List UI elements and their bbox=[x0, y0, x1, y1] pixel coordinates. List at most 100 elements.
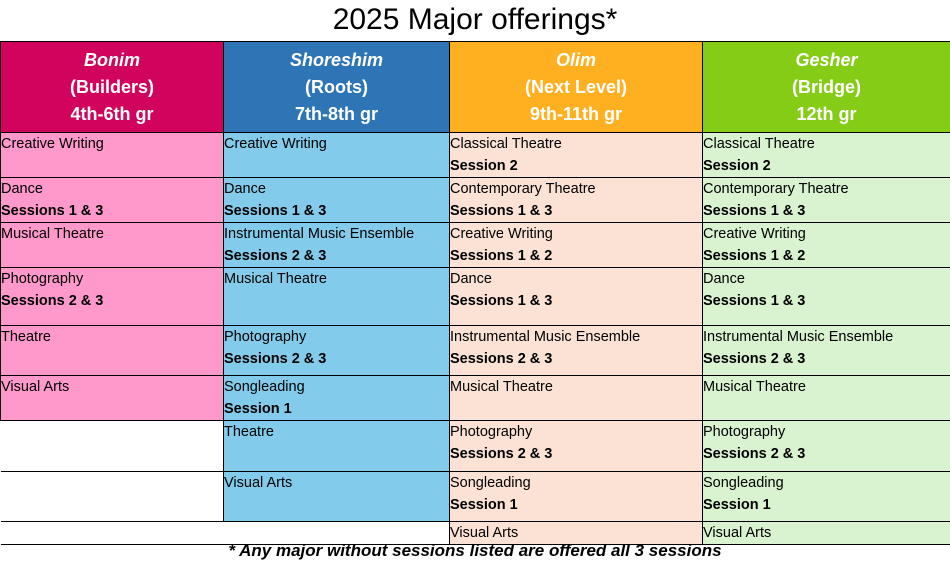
major-name: Songleading bbox=[703, 475, 784, 491]
offering-cell-olim: Instrumental Music Ensemble Sessions 2 & … bbox=[449, 325, 703, 376]
major-name: Musical Theatre bbox=[703, 379, 806, 395]
offering-cell-shoreshim: Photography Sessions 2 & 3 bbox=[223, 325, 450, 376]
column-header-subtitle: (Roots) bbox=[305, 76, 368, 97]
major-sessions: Session 2 bbox=[703, 158, 771, 174]
table-row: Photography Sessions 2 & 3 Musical Theatre… bbox=[0, 267, 950, 326]
column-header-name: Olim bbox=[555, 49, 596, 70]
offering-cell-olim: Contemporary Theatre Sessions 1 & 3 bbox=[449, 177, 703, 223]
major-name: Creative Writing bbox=[450, 226, 553, 242]
major-sessions: Sessions 1 & 2 bbox=[703, 248, 806, 264]
table-row: Visual Arts Songleading Session 1 Musical T… bbox=[0, 375, 950, 421]
offering-cell-olim: Creative Writing Sessions 1 & 2 bbox=[449, 222, 703, 268]
major-name: Classical Theatre bbox=[703, 136, 815, 152]
offering-cell-gesher: Musical Theatre bbox=[702, 375, 950, 421]
major-name: Visual Arts bbox=[703, 525, 772, 541]
major-name: Dance bbox=[224, 181, 266, 197]
offering-cell-bonim: Visual Arts bbox=[0, 375, 224, 421]
column-header-bonim: Bonim (Builders) 4th-6th gr bbox=[0, 41, 224, 133]
major-sessions: Sessions 2 & 3 bbox=[450, 351, 553, 367]
major-sessions: Session 1 bbox=[703, 497, 771, 513]
footnote: * Any major without sessions listed are … bbox=[228, 541, 722, 560]
major-name: Dance bbox=[1, 181, 43, 197]
column-header-subtitle: (Bridge) bbox=[792, 76, 861, 97]
major-sessions: Sessions 1 & 3 bbox=[224, 203, 327, 219]
column-header-subtitle: (Builders) bbox=[69, 76, 154, 97]
major-name: Visual Arts bbox=[450, 525, 519, 541]
offering-cell-shoreshim: Instrumental Music Ensemble Sessions 2 & … bbox=[223, 222, 450, 268]
major-sessions: Sessions 2 & 3 bbox=[450, 446, 553, 462]
major-name: Visual Arts bbox=[224, 475, 293, 491]
major-name: Classical Theatre bbox=[450, 136, 562, 152]
offering-cell-bonim: Dance Sessions 1 & 3 bbox=[0, 177, 224, 223]
offering-cell-olim: Photography Sessions 2 & 3 bbox=[449, 420, 703, 472]
column-header-name: Shoreshim bbox=[289, 49, 384, 70]
major-name: Songleading bbox=[224, 379, 305, 395]
major-sessions: Sessions 1 & 3 bbox=[1, 203, 104, 219]
column-header-name: Bonim bbox=[84, 49, 140, 70]
major-sessions: Sessions 1 & 2 bbox=[450, 248, 553, 264]
major-sessions: Session 1 bbox=[224, 401, 292, 417]
empty-cell bbox=[0, 420, 224, 472]
table-row: Visual Arts Songleading Session 1 Songleadi… bbox=[0, 471, 950, 522]
column-header-gesher: Gesher (Bridge) 12th gr bbox=[702, 41, 950, 133]
offering-cell-shoreshim: Visual Arts bbox=[223, 471, 450, 522]
major-name: Photography bbox=[450, 424, 533, 440]
major-sessions: Sessions 1 & 3 bbox=[703, 293, 806, 309]
major-name: Theatre bbox=[224, 424, 274, 440]
offering-cell-shoreshim: Theatre bbox=[223, 420, 450, 472]
page-title: 2025 Major offerings* bbox=[332, 3, 618, 36]
offering-cell-shoreshim: Musical Theatre bbox=[223, 267, 450, 326]
offering-cell-olim: Visual Arts bbox=[449, 521, 703, 545]
major-sessions: Sessions 1 & 3 bbox=[703, 203, 806, 219]
column-header-grades: 7th-8th gr bbox=[295, 103, 378, 124]
major-name: Musical Theatre bbox=[1, 226, 104, 242]
offering-cell-bonim: Photography Sessions 2 & 3 bbox=[0, 267, 224, 326]
offering-cell-shoreshim: Creative Writing bbox=[223, 132, 450, 178]
offering-cell-shoreshim: Songleading Session 1 bbox=[223, 375, 450, 421]
offering-cell-bonim: Musical Theatre bbox=[0, 222, 224, 268]
offering-cell-gesher: Dance Sessions 1 & 3 bbox=[702, 267, 950, 326]
major-name: Contemporary Theatre bbox=[450, 181, 596, 197]
major-name: Photography bbox=[224, 329, 307, 345]
major-sessions: Sessions 2 & 3 bbox=[224, 351, 327, 367]
table-row: Visual Arts Visual Arts bbox=[0, 521, 950, 545]
offering-cell-olim: Songleading Session 1 bbox=[449, 471, 703, 522]
major-sessions: Session 2 bbox=[450, 158, 518, 174]
offering-cell-shoreshim: Dance Sessions 1 & 3 bbox=[223, 177, 450, 223]
offerings-table: Bonim (Builders) 4th-6th gr Shoreshim (R… bbox=[0, 41, 950, 545]
column-header-subtitle: (Next Level) bbox=[524, 76, 628, 97]
offering-cell-olim: Dance Sessions 1 & 3 bbox=[449, 267, 703, 326]
offering-cell-gesher: Creative Writing Sessions 1 & 2 bbox=[702, 222, 950, 268]
column-header-grades: 4th-6th gr bbox=[70, 103, 154, 124]
major-sessions: Sessions 2 & 3 bbox=[703, 446, 806, 462]
major-name: Theatre bbox=[1, 329, 51, 345]
major-name: Creative Writing bbox=[1, 136, 104, 152]
offering-cell-gesher: Contemporary Theatre Sessions 1 & 3 bbox=[702, 177, 950, 223]
table-row: Creative Writing Creative Writing Classica… bbox=[0, 132, 950, 178]
major-name: Songleading bbox=[450, 475, 531, 491]
major-name: Instrumental Music Ensemble bbox=[224, 226, 415, 242]
empty-cell bbox=[0, 521, 224, 545]
table-row: Theatre Photography Sessions 2 & 3 Instrume… bbox=[0, 325, 950, 376]
offering-cell-gesher: Instrumental Music Ensemble Sessions 2 & … bbox=[702, 325, 950, 376]
offering-cell-bonim: Creative Writing bbox=[0, 132, 224, 178]
major-name: Photography bbox=[1, 271, 84, 287]
empty-cell bbox=[223, 521, 450, 545]
table-body: Creative Writing Creative Writing Classica… bbox=[0, 132, 950, 545]
major-name: Instrumental Music Ensemble bbox=[450, 329, 641, 345]
empty-cell bbox=[0, 471, 224, 522]
major-name: Creative Writing bbox=[224, 136, 327, 152]
offering-cell-bonim: Theatre bbox=[0, 325, 224, 376]
major-sessions: Sessions 2 & 3 bbox=[224, 248, 327, 264]
table-row: Musical Theatre Instrumental Music Ensemb… bbox=[0, 222, 950, 268]
header-row: Bonim (Builders) 4th-6th gr Shoreshim (R… bbox=[0, 41, 950, 133]
column-header-grades: 12th gr bbox=[796, 103, 857, 124]
offering-cell-olim: Classical Theatre Session 2 bbox=[449, 132, 703, 178]
major-name: Visual Arts bbox=[1, 379, 70, 395]
major-name: Musical Theatre bbox=[224, 271, 327, 287]
major-sessions: Sessions 2 & 3 bbox=[1, 293, 104, 309]
column-header-olim: Olim (Next Level) 9th-11th gr bbox=[449, 41, 703, 133]
major-name: Photography bbox=[703, 424, 786, 440]
major-name: Contemporary Theatre bbox=[703, 181, 849, 197]
major-sessions: Sessions 2 & 3 bbox=[703, 351, 806, 367]
